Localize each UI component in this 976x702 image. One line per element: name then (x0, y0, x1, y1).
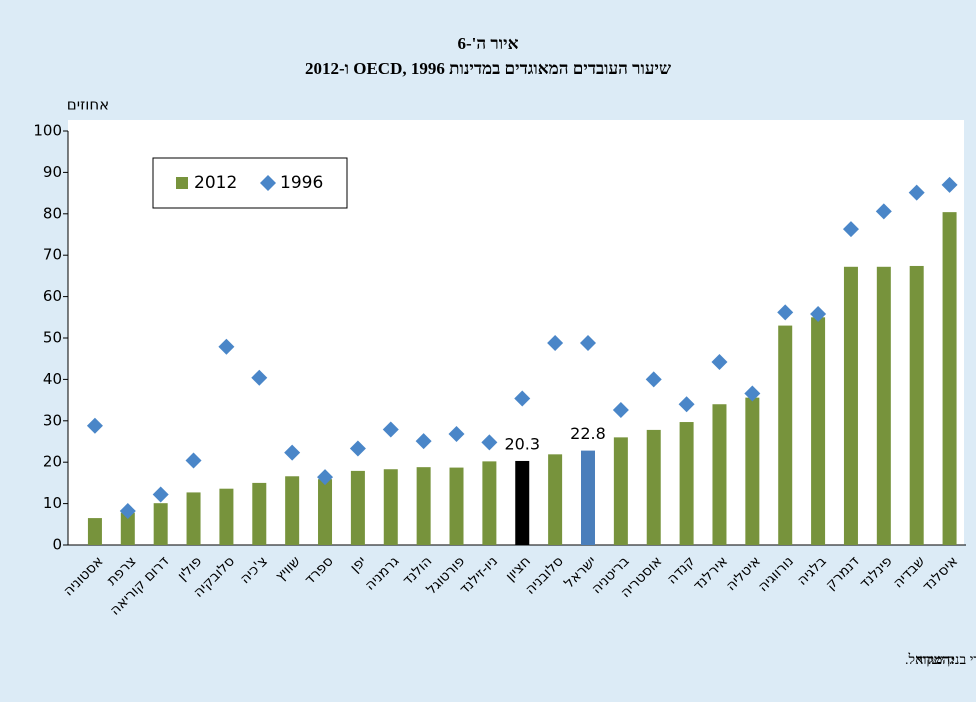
x-tick-label: יפן (347, 553, 369, 575)
source-label: המקור: (916, 653, 955, 668)
diamond-marker (612, 402, 629, 419)
diamond-marker (448, 426, 465, 443)
diamond-marker (711, 354, 728, 371)
y-tick-label: 0 (52, 536, 62, 554)
diamond-marker (547, 334, 564, 351)
bar (120, 512, 135, 545)
y-tick-label: 80 (43, 204, 62, 222)
diamond-marker (119, 503, 136, 520)
x-tick-label: איסלנד (920, 553, 962, 595)
data-label: 20.3 (504, 434, 540, 453)
chart-title: איור ה'-6 (458, 34, 519, 53)
diamond-marker (317, 469, 334, 486)
chart-subtitle: שיעור העובדים המאוגדים במדינות OECD, 199… (305, 59, 671, 78)
x-tick-label: ספרד (302, 553, 337, 588)
bar (318, 479, 333, 545)
diamond-marker (185, 452, 202, 469)
bar (416, 467, 431, 545)
bar (745, 397, 760, 545)
bar (482, 461, 497, 545)
y-tick-label: 60 (43, 287, 62, 305)
bar (153, 503, 168, 545)
legend-swatch (260, 175, 276, 191)
bar (613, 437, 628, 545)
y-tick-label: 30 (43, 411, 62, 429)
diamond-marker (777, 304, 794, 321)
diamond-marker (382, 421, 399, 438)
y-tick-label: 90 (43, 163, 62, 181)
bar (449, 467, 464, 545)
bar (383, 469, 398, 545)
y-tick-label: 10 (43, 494, 62, 512)
bar (580, 450, 595, 545)
x-tick-label: דנמרק (823, 553, 863, 593)
y-tick-label: 50 (43, 329, 62, 347)
x-tick-label: צ'כיה (237, 553, 271, 587)
x-tick-label: שוויץ (273, 553, 304, 584)
y-axis-label: אחוזים (67, 96, 109, 114)
bar (942, 212, 957, 546)
diamond-marker (481, 434, 498, 451)
x-tick-label: אירלנד (690, 553, 731, 594)
y-tick-label: 70 (43, 246, 62, 264)
diamond-marker (744, 385, 761, 402)
bar (778, 325, 793, 545)
bar (186, 492, 201, 545)
bar (876, 266, 891, 545)
bar (909, 265, 924, 545)
x-tick-label: נורווגיה (755, 553, 797, 595)
bar (679, 422, 694, 545)
legend-swatch (176, 177, 188, 189)
data-label: 22.8 (570, 424, 606, 443)
x-tick-label: איטליה (723, 553, 764, 594)
bar (548, 454, 563, 545)
bar (350, 470, 365, 545)
bar (843, 266, 858, 545)
diamond-marker (86, 417, 103, 434)
y-tick-label: 40 (43, 370, 62, 388)
bar (219, 488, 234, 545)
bar (712, 404, 727, 545)
bar (811, 317, 826, 545)
y-tick-label: 100 (33, 122, 62, 140)
x-tick-label: אסטוניה (60, 553, 106, 599)
x-tick-label: פינלנד (857, 553, 896, 592)
bar (285, 476, 300, 545)
diamond-marker (415, 433, 432, 450)
diamond-marker (152, 486, 169, 503)
bar (87, 518, 102, 545)
diamond-marker (842, 221, 859, 238)
bar (515, 460, 530, 545)
bar (646, 429, 661, 545)
source: OECD statistics ועיבודי בנק ישראל. (905, 652, 976, 668)
diamond-marker (941, 176, 958, 193)
diamond-marker (349, 440, 366, 457)
diamond-marker (579, 334, 596, 351)
legend-label: 1996 (280, 173, 323, 193)
diamond-marker (645, 371, 662, 388)
bar (252, 482, 267, 545)
legend-label: 2012 (194, 173, 237, 193)
diamond-marker (218, 338, 235, 355)
diamond-marker (875, 203, 892, 220)
y-tick-label: 20 (43, 453, 62, 471)
diamond-marker (810, 305, 827, 322)
diamond-marker (908, 184, 925, 201)
diamond-marker (251, 369, 268, 386)
diamond-marker (284, 444, 301, 461)
x-tick-label: גרמניה (362, 553, 403, 594)
diamond-marker (678, 396, 695, 413)
diamond-marker (514, 390, 531, 407)
